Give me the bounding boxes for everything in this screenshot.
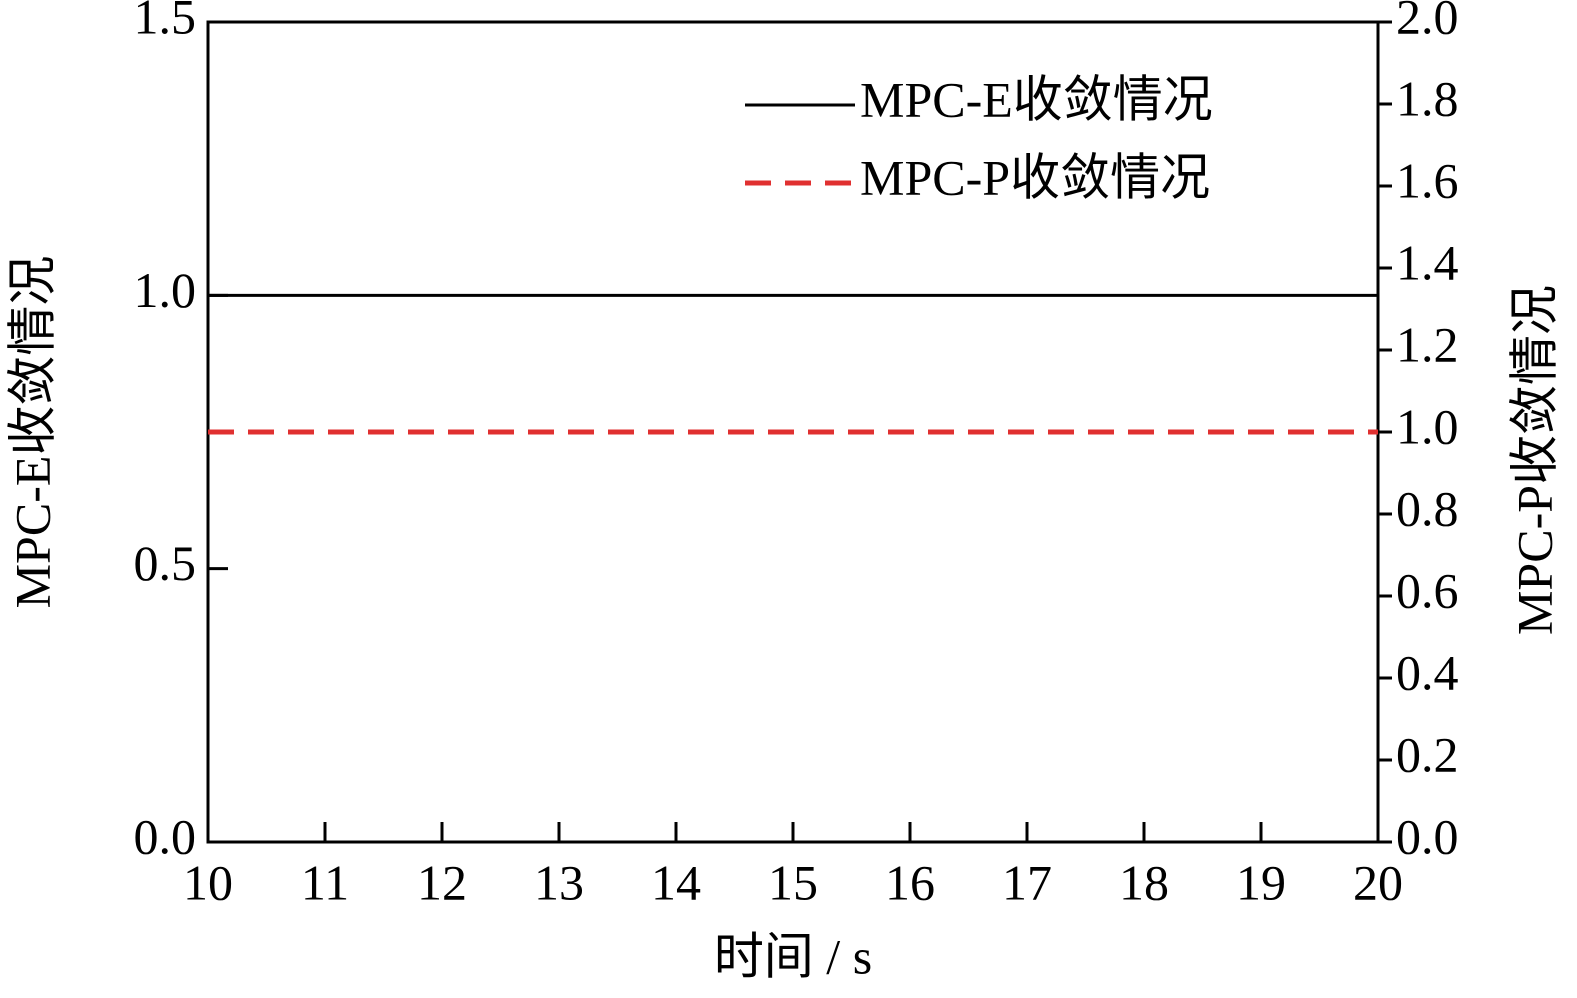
x-tick-label: 14: [651, 854, 701, 910]
x-tick-label: 10: [183, 854, 233, 910]
x-tick-label: 12: [417, 854, 467, 910]
y2-tick-label: 1.0: [1396, 398, 1459, 454]
y-tick-label: 1.0: [134, 262, 197, 318]
y2-tick-label: 1.6: [1396, 152, 1459, 208]
x-tick-label: 13: [534, 854, 584, 910]
y2-tick-label: 1.8: [1396, 70, 1459, 126]
y-tick-label: 1.5: [134, 0, 197, 44]
y2-tick-label: 1.2: [1396, 316, 1459, 372]
legend-label: MPC-E收敛情况: [860, 71, 1213, 127]
x-tick-label: 11: [301, 854, 349, 910]
x-tick-label: 15: [768, 854, 818, 910]
x-tick-label: 20: [1353, 854, 1403, 910]
y2-tick-label: 0.4: [1396, 644, 1459, 700]
x-tick-label: 18: [1119, 854, 1169, 910]
y2-tick-label: 2.0: [1396, 0, 1459, 44]
y2-tick-label: 0.6: [1396, 562, 1459, 618]
y2-tick-label: 0.0: [1396, 808, 1459, 864]
y-axis-label: MPC-E收敛情况: [4, 256, 60, 609]
x-tick-label: 19: [1236, 854, 1286, 910]
y2-tick-label: 1.4: [1396, 234, 1459, 290]
y-tick-label: 0.0: [134, 808, 197, 864]
x-axis-label: 时间 / s: [714, 928, 872, 984]
x-tick-label: 16: [885, 854, 935, 910]
y-tick-label: 0.5: [134, 535, 197, 591]
x-tick-label: 17: [1002, 854, 1052, 910]
y2-tick-label: 0.8: [1396, 480, 1459, 536]
legend-label: MPC-P收敛情况: [860, 149, 1210, 205]
y2-tick-label: 0.2: [1396, 726, 1459, 782]
y2-axis-label: MPC-P收敛情况: [1506, 285, 1562, 635]
